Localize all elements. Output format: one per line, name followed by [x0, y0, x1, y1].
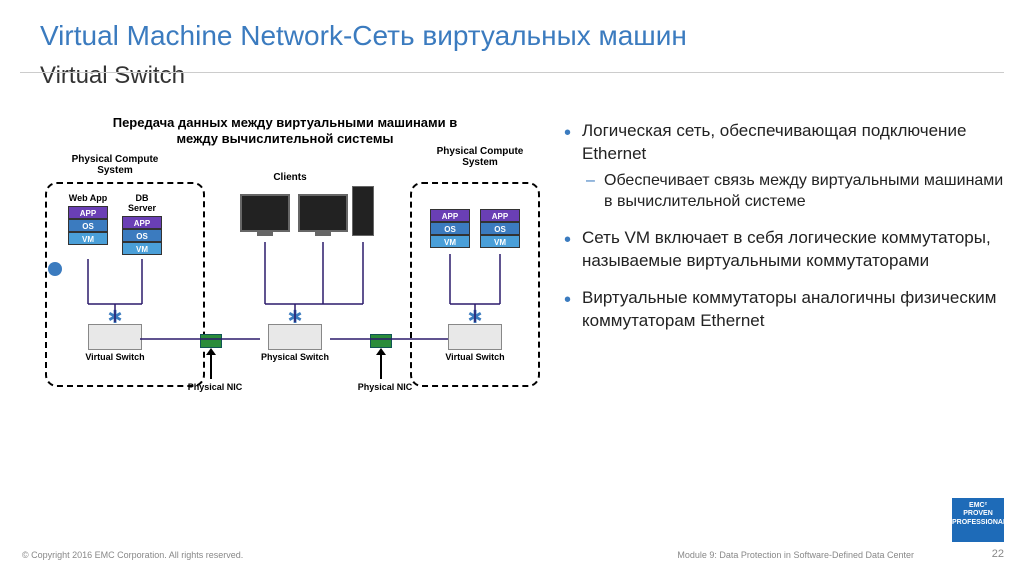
app-tier: APP [480, 209, 520, 222]
emc-logo: EMC² PROVEN PROFESSIONAL [952, 498, 1004, 542]
slide-title: Virtual Machine Network-Сеть виртуальных… [0, 0, 1024, 57]
server-tower [352, 186, 374, 236]
virtual-switch-left: Virtual Switch [80, 324, 150, 363]
app-tier: APP [430, 209, 470, 222]
page-number: 22 [992, 548, 1004, 560]
vm-right-1: APP OS VM [430, 209, 470, 248]
virtual-switch-right: Virtual Switch [440, 324, 510, 363]
physical-switch: Physical Switch [260, 324, 330, 363]
os-tier: OS [68, 219, 108, 232]
content-row: Передача данных между виртуальными машин… [0, 105, 1024, 439]
bullet-1: Логическая сеть, обеспечивающая подключе… [560, 120, 1009, 213]
switch-icon [268, 324, 322, 350]
bullet-1-text: Логическая сеть, обеспечивающая подключе… [582, 121, 966, 163]
os-tier: OS [122, 229, 162, 242]
caption-line1: Передача данных между виртуальными машин… [113, 115, 458, 130]
app-tier: APP [122, 216, 162, 229]
footer: © Copyright 2016 EMC Corporation. All ri… [0, 526, 1024, 566]
left-system-label: Physical Compute System [60, 154, 170, 176]
arrow-nic-left [210, 354, 212, 379]
nic-label-right: Physical NIC [350, 382, 420, 392]
app-tier: APP [68, 206, 108, 219]
client-monitor-2 [298, 194, 348, 232]
vm-db-server: DB Server APP OS VM [122, 194, 162, 255]
vm-tier: VM [430, 235, 470, 248]
logo-line2: PROVEN [963, 510, 993, 517]
switch-label: Physical Switch [260, 353, 330, 363]
caption-line2: между вычислительной системы [176, 131, 393, 146]
vm-tier: VM [122, 242, 162, 255]
diagram-stage: Physical Compute System Clients Physical… [30, 154, 540, 439]
module-name: Module 9: Data Protection in Software-De… [677, 550, 914, 560]
slide-subtitle: Virtual Switch [0, 57, 1024, 105]
nic-label-left: Physical NIC [180, 382, 250, 392]
right-system-label: Physical Compute System [425, 146, 535, 168]
logo-line3: PROFESSIONAL [952, 519, 1007, 526]
vm-label: Web App [68, 194, 108, 204]
bullet-3: Виртуальные коммутаторы аналогичны физич… [560, 287, 1009, 333]
vm-tier: VM [68, 232, 108, 245]
diagram-caption: Передача данных между виртуальными машин… [30, 115, 540, 146]
os-tier: OS [480, 222, 520, 235]
switch-icon [88, 324, 142, 350]
bullet-list: Логическая сеть, обеспечивающая подключе… [560, 105, 1009, 439]
arrow-nic-right [380, 354, 382, 379]
copyright: © Copyright 2016 EMC Corporation. All ri… [22, 550, 243, 560]
bullet-1a: Обеспечивает связь между виртуальными ма… [582, 170, 1009, 213]
vm-tier: VM [480, 235, 520, 248]
switch-label: Virtual Switch [80, 353, 150, 363]
client-monitor-1 [240, 194, 290, 232]
bullet-2: Сеть VM включает в себя логические комму… [560, 227, 1009, 273]
os-tier: OS [430, 222, 470, 235]
vm-right-2: APP OS VM [480, 209, 520, 248]
clients-label: Clients [260, 172, 320, 183]
diagram-area: Передача данных между виртуальными машин… [30, 105, 540, 439]
switch-icon [448, 324, 502, 350]
divider [20, 72, 1004, 73]
vm-label: DB Server [122, 194, 162, 214]
switch-label: Virtual Switch [440, 353, 510, 363]
nic-left [200, 334, 222, 348]
logo-line1: EMC² [969, 502, 987, 509]
nic-right [370, 334, 392, 348]
vm-web-app: Web App APP OS VM [68, 194, 108, 245]
